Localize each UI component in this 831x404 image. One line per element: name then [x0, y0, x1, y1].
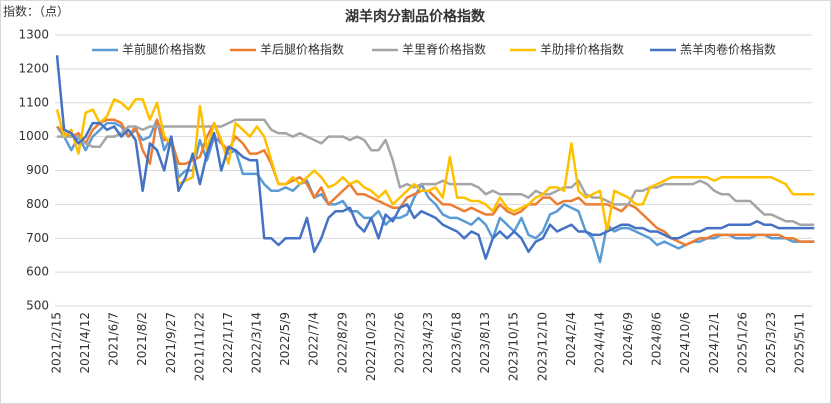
y-axis-label: 指数：（点）	[3, 4, 69, 19]
legend-label: 羊后腿价格指数	[260, 42, 344, 57]
x-tick-label: 2024/10/6	[678, 312, 692, 374]
x-tick-label: 2021/6/7	[107, 312, 121, 366]
x-tick-label: 2023/10/15	[507, 312, 521, 381]
series-line	[56, 118, 815, 247]
x-tick-label: 2024/8/6	[650, 312, 664, 366]
y-tick-label: 500	[26, 299, 49, 313]
y-tick-label: 1000	[18, 129, 49, 143]
x-tick-label: 2024/2/4	[564, 312, 578, 366]
x-tick-label: 2023/2/26	[392, 312, 406, 374]
y-tick-label: 900	[26, 163, 49, 177]
x-tick-label: 2021/4/12	[78, 312, 92, 374]
x-tick-label: 2023/6/18	[450, 312, 464, 374]
legend-label: 羊里脊价格指数	[402, 42, 486, 57]
x-tick-label: 2021/8/2	[135, 312, 149, 366]
legend-label: 羔羊肉卷价格指数	[680, 42, 776, 57]
x-tick-label: 2025/1/26	[735, 312, 749, 374]
y-tick-label: 1200	[18, 61, 49, 75]
x-tick-label: 2022/3/14	[250, 312, 264, 374]
x-tick-label: 2023/4/23	[421, 312, 435, 374]
y-tick-label: 1300	[18, 28, 49, 42]
y-tick-label: 700	[26, 231, 49, 245]
x-tick-label: 2024/6/9	[621, 312, 635, 366]
x-tick-label: 2024/12/1	[707, 312, 721, 374]
y-tick-label: 600	[26, 265, 49, 279]
x-tick-label: 2022/1/17	[221, 312, 235, 374]
chart-title: 湖羊肉分割品价格指数	[345, 8, 486, 25]
x-tick-label: 2022/8/29	[335, 312, 349, 374]
legend-label: 羊前腿价格指数	[122, 42, 206, 57]
x-tick-label: 2022/10/23	[364, 312, 378, 381]
x-tick-label: 2021/2/15	[50, 312, 64, 374]
y-tick-label: 1100	[18, 95, 49, 109]
x-tick-label: 2021/9/27	[164, 312, 178, 374]
x-tick-label: 2022/5/9	[278, 312, 292, 366]
x-tick-label: 2025/5/11	[793, 312, 807, 374]
series-line	[55, 55, 815, 260]
x-tick-label: 2024/4/14	[592, 312, 606, 374]
x-tick-label: 2023/8/13	[478, 312, 492, 374]
x-tick-label: 2021/11/22	[192, 312, 206, 381]
x-tick-label: 2023/12/10	[535, 312, 549, 381]
x-tick-label: 2022/7/4	[307, 312, 321, 366]
legend-label: 羊肋排价格指数	[540, 42, 624, 57]
series-line	[57, 118, 815, 226]
y-tick-label: 800	[26, 197, 49, 211]
x-tick-label: 2025/3/23	[764, 312, 778, 374]
